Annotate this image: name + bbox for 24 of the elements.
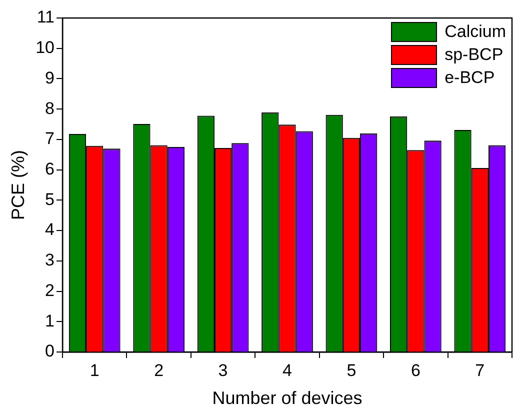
x-tick-label: 6 bbox=[410, 360, 420, 380]
y-tick-label: 11 bbox=[36, 8, 55, 27]
x-tick-label: 1 bbox=[90, 360, 100, 380]
y-tick-label: 5 bbox=[45, 190, 55, 209]
x-tick-label: 3 bbox=[218, 360, 228, 380]
y-tick-label: 0 bbox=[45, 342, 55, 361]
x-tick-label: 5 bbox=[346, 360, 356, 380]
legend-label: e-BCP bbox=[444, 68, 495, 88]
y-tick-label: 10 bbox=[36, 38, 55, 58]
y-tick-label: 1 bbox=[45, 311, 55, 330]
legend-label: Calcium bbox=[444, 22, 506, 42]
y-tick-label: 4 bbox=[45, 220, 55, 240]
x-tick-label: 7 bbox=[475, 360, 485, 380]
y-tick-label: 9 bbox=[45, 68, 55, 88]
y-tick-label: 2 bbox=[45, 280, 55, 300]
x-tick-label: 2 bbox=[154, 360, 164, 380]
x-axis-title: Number of devices bbox=[212, 388, 362, 408]
y-tick-label: 3 bbox=[45, 250, 55, 270]
legend-label: sp-BCP bbox=[444, 45, 504, 65]
y-tick-label: 8 bbox=[45, 98, 55, 118]
y-tick-label: 6 bbox=[45, 160, 55, 179]
y-tick-label: 7 bbox=[45, 129, 55, 148]
x-tick-label: 4 bbox=[282, 360, 292, 380]
y-axis-title: PCE (%) bbox=[8, 150, 28, 220]
